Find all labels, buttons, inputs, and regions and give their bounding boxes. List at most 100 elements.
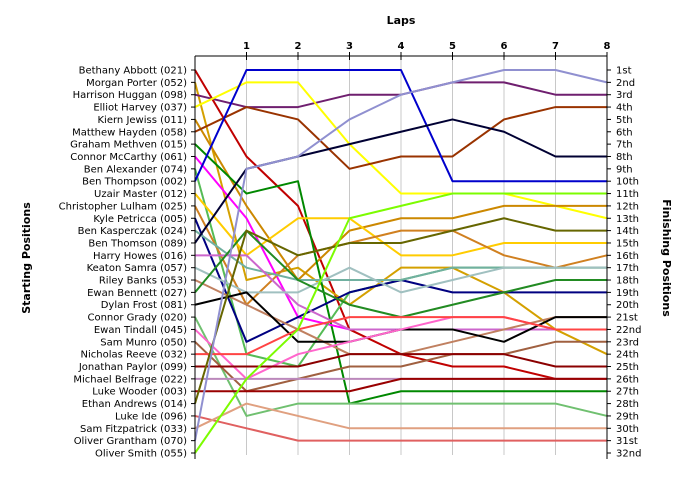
plot-frame xyxy=(191,52,611,459)
driver-label: Connor McCarthy (061) xyxy=(70,152,187,163)
driver-label: Kyle Petricca (005) xyxy=(93,214,187,225)
driver-label: Jonathan Paylor (099) xyxy=(78,362,187,373)
driver-label: Bethany Abbott (021) xyxy=(79,66,187,77)
lap-gridlines xyxy=(246,58,608,455)
finish-position-label: 10th xyxy=(616,177,639,188)
series-line xyxy=(194,81,608,220)
lap-tick-label: 8 xyxy=(604,41,611,52)
driver-label: Keaton Samra (057) xyxy=(87,263,188,274)
finish-position-label: 3rd xyxy=(616,90,633,101)
finish-position-label: 6th xyxy=(616,127,633,138)
series-line xyxy=(194,192,607,257)
finish-position-label: 24th xyxy=(616,350,639,361)
series-line xyxy=(195,377,607,393)
finish-position-label: 32nd xyxy=(616,449,641,460)
driver-label: Riley Banks (053) xyxy=(99,276,187,287)
finish-position-label: 21st xyxy=(616,313,638,324)
lap-tick-label: 6 xyxy=(501,41,508,52)
series-line xyxy=(194,402,607,430)
driver-label: Kiern Jewiss (011) xyxy=(98,115,188,126)
driver-label: Sam Munro (050) xyxy=(100,337,187,348)
driver-label: Ben Alexander (074) xyxy=(84,164,187,175)
finish-position-label: 16th xyxy=(616,251,639,262)
driver-label: Dylan Frost (081) xyxy=(101,300,187,311)
finish-position-label: 15th xyxy=(616,238,639,249)
right-axis-title: Finishing Positions xyxy=(660,199,673,317)
driver-label: Nicholas Reeve (032) xyxy=(81,350,188,361)
finish-position-label: 23rd xyxy=(616,337,639,348)
driver-label: Uzair Master (012) xyxy=(94,189,187,200)
series-line xyxy=(194,266,607,294)
lap-tick-label: 2 xyxy=(295,41,302,52)
driver-labels: Bethany Abbott (021)Morgan Porter (052)H… xyxy=(59,66,187,460)
driver-label: Morgan Porter (052) xyxy=(86,78,187,89)
driver-label: Ben Kasperczak (024) xyxy=(78,226,187,237)
driver-label: Ethan Andrews (014) xyxy=(82,399,187,410)
finish-position-label: 18th xyxy=(616,276,639,287)
finish-position-label: 8th xyxy=(616,152,633,163)
series-line xyxy=(194,316,608,417)
driver-label: Luke Wooder (003) xyxy=(92,387,187,398)
driver-label: Elliot Harvey (037) xyxy=(93,103,187,114)
finish-position-label: 27th xyxy=(616,387,639,398)
series-line xyxy=(194,205,608,306)
finish-position-label: 1st xyxy=(616,66,632,77)
lap-tick-label: 5 xyxy=(449,41,456,52)
driver-label: Oliver Smith (055) xyxy=(95,449,187,460)
series-line xyxy=(194,143,607,405)
driver-label: Ben Thompson (002) xyxy=(82,177,187,188)
finish-position-label: 17th xyxy=(616,263,639,274)
lap-tick-label: 7 xyxy=(552,41,559,52)
series-line xyxy=(194,69,608,441)
finish-position-label: 19th xyxy=(616,288,639,299)
finish-position-label: 29th xyxy=(616,411,639,422)
series-line xyxy=(195,353,607,368)
finish-position-label: 25th xyxy=(616,362,639,373)
driver-label: Ewan Bennett (027) xyxy=(87,288,187,299)
driver-label: Ben Thomson (089) xyxy=(88,238,187,249)
finish-position-label: 12th xyxy=(616,201,639,212)
driver-label: Connor Grady (020) xyxy=(87,313,187,324)
series-line xyxy=(194,69,607,183)
driver-label: Graham Methven (015) xyxy=(70,140,187,151)
finish-position-label: 13th xyxy=(616,214,639,225)
lap-tick-label: 3 xyxy=(346,41,353,52)
series-line xyxy=(194,340,607,393)
driver-label: Harrison Huggan (098) xyxy=(73,90,188,101)
driver-label: Matthew Hayden (058) xyxy=(72,127,187,138)
lap-tick-labels: 1 2 3 4 5 6 7 8 xyxy=(243,41,611,52)
driver-label: Luke Ide (096) xyxy=(115,411,187,422)
driver-label: Ewan Tindall (045) xyxy=(94,325,187,336)
finish-position-label: 22nd xyxy=(616,325,641,336)
series-line xyxy=(194,414,607,442)
finish-position-label: 26th xyxy=(616,374,639,385)
series-line xyxy=(194,192,607,454)
series-lines xyxy=(194,69,608,454)
finish-position-label: 2nd xyxy=(616,78,635,89)
series-line xyxy=(194,106,607,170)
driver-label: Michael Belfrage (022) xyxy=(73,374,187,385)
lap-tick-label: 1 xyxy=(243,41,250,52)
driver-label: Harry Howes (016) xyxy=(93,251,187,262)
driver-label: Oliver Grantham (070) xyxy=(74,436,187,447)
finish-position-label: 30th xyxy=(616,424,639,435)
finish-position-label: 14th xyxy=(616,226,639,237)
finish-position-label: 11th xyxy=(616,189,639,200)
series-line xyxy=(194,82,608,356)
driver-label: Sam Fitzpatrick (033) xyxy=(80,424,187,435)
finish-position-label: 31st xyxy=(616,436,638,447)
left-axis-title: Starting Positions xyxy=(20,202,33,314)
finish-position-label: 7th xyxy=(616,140,633,151)
series-line xyxy=(195,316,607,356)
finish-position-label: 5th xyxy=(616,115,633,126)
finish-position-label: 28th xyxy=(616,399,639,410)
series-line xyxy=(194,217,607,404)
series-line xyxy=(194,118,607,282)
finish-position-label: 9th xyxy=(616,164,633,175)
x-axis-title: Laps xyxy=(387,14,416,27)
finish-position-label: 4th xyxy=(616,103,633,114)
finish-position-label: 20th xyxy=(616,300,639,311)
driver-label: Christopher Lulham (025) xyxy=(59,201,187,212)
